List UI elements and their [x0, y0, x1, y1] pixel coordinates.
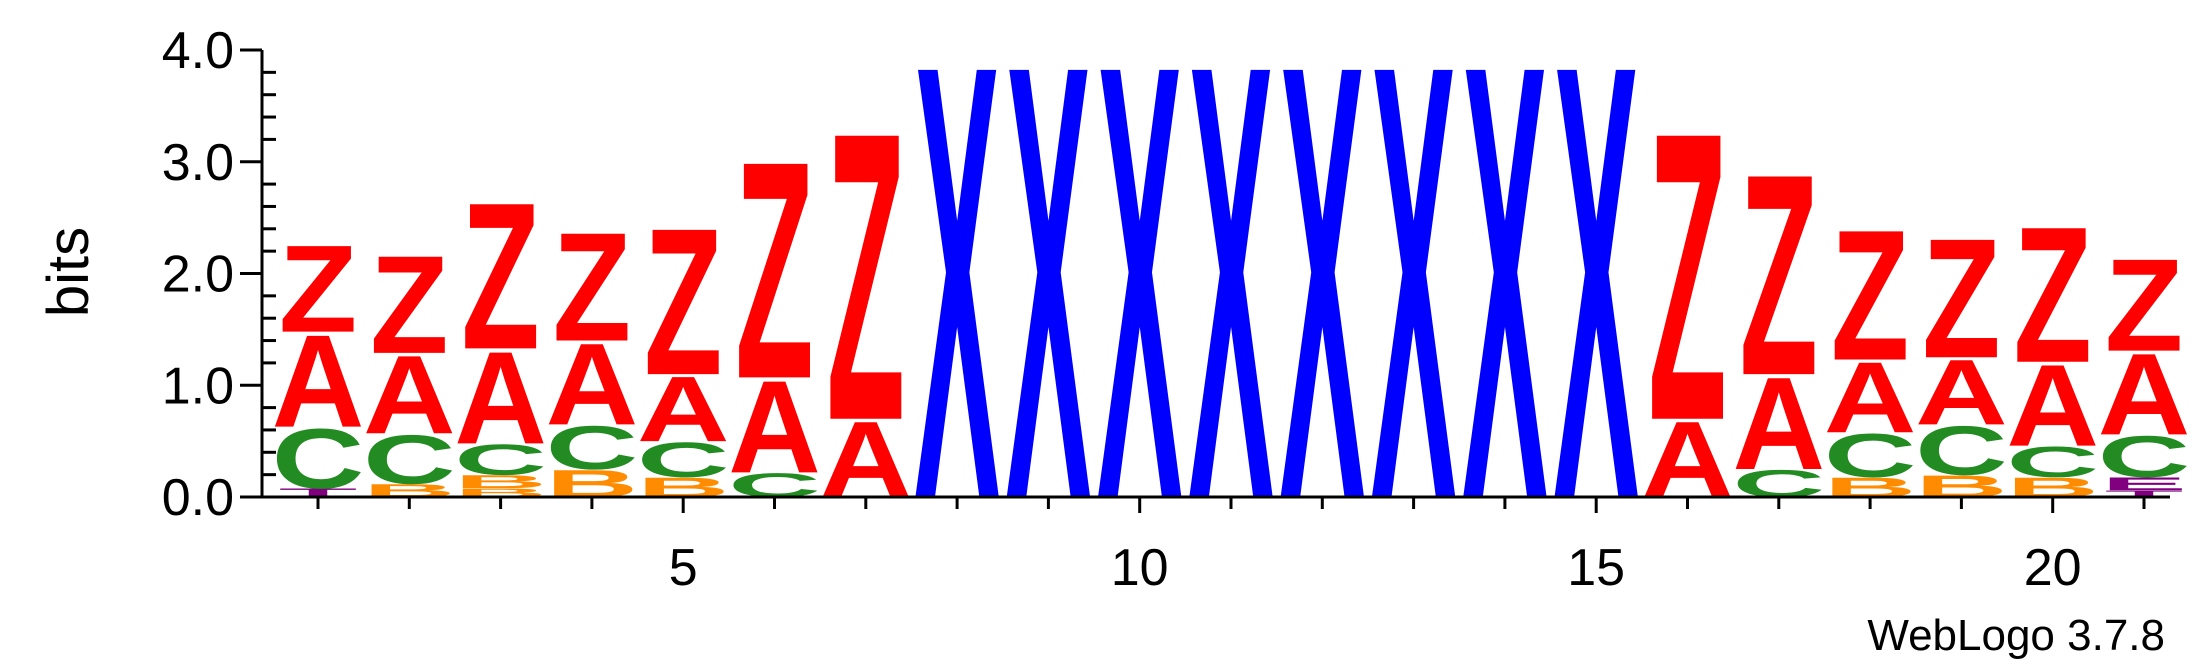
logo-letter-a: A	[1732, 349, 1825, 497]
logo-letter-z: Z	[370, 228, 448, 383]
y-axis-label: bits	[36, 227, 101, 317]
x-tick-label: 5	[669, 539, 698, 597]
logo-letter-a: A	[454, 324, 547, 472]
y-tick-label: 4.0	[162, 22, 234, 80]
x-ticks: 5 10 15 20	[316, 497, 2146, 597]
logo-letter-a: A	[637, 356, 730, 461]
logo-letter-a: A	[546, 319, 639, 449]
logo-letter-c: C	[1915, 411, 2008, 489]
logo-letter-x: X	[1462, 0, 1548, 629]
logo-letter-x: X	[1006, 0, 1092, 629]
logo-letter-e: E	[2101, 474, 2187, 495]
logo-letter-c: C	[1824, 421, 1917, 490]
logo-letter-x: X	[914, 0, 1000, 629]
logo-letter-z: Z	[1740, 116, 1818, 436]
logo-letter-z: Z	[735, 98, 813, 444]
logo-letter-z: Z	[827, 46, 905, 506]
logo-letter-x: X	[1553, 0, 1639, 629]
logo-letter-a: A	[363, 332, 456, 457]
logo-letter-z: Z	[461, 159, 539, 393]
weblogo-version: WebLogo 3.7.8	[1867, 611, 2165, 660]
y-tick-label: 2.0	[162, 246, 234, 304]
logo-letter-t: T	[2105, 489, 2183, 499]
x-tick-label: 15	[1567, 539, 1625, 597]
logo-letter-c: C	[637, 432, 730, 488]
logo-letter-c: C	[363, 420, 456, 498]
logo-letter-a: A	[1915, 340, 2008, 445]
y-tick-label: 3.0	[162, 134, 234, 192]
logo-letter-z: Z	[644, 185, 722, 419]
logo-letter-c: C	[2098, 424, 2191, 490]
logo-letter-b: B	[454, 471, 547, 492]
x-tick-label: 10	[1111, 539, 1169, 597]
y-tick-label: 0.0	[162, 469, 234, 527]
logo-letter-a: A	[1824, 341, 1917, 454]
logo-letter-c: C	[2006, 438, 2099, 487]
logo-letter-c: C	[272, 411, 365, 507]
logo-letter-z: Z	[1648, 46, 1726, 506]
logo-letter-x: X	[1279, 0, 1365, 629]
y-ticks: 0.0 1.0 2.0 3.0 4.0	[162, 22, 276, 527]
logo-letter-c: C	[546, 414, 639, 483]
logo-letter-a: A	[728, 353, 821, 501]
logo-letter-a: A	[272, 307, 365, 455]
logo-letter-a: A	[2006, 340, 2099, 470]
logo-letter-c: C	[454, 436, 547, 485]
logo-letter-z: Z	[553, 201, 631, 374]
logo-letter-x: X	[1097, 0, 1183, 629]
logo-letter-a: A	[2098, 329, 2191, 459]
logo-letter-z: Z	[2013, 186, 2091, 403]
logo-letter-z: Z	[2105, 231, 2183, 379]
y-tick-label: 1.0	[162, 357, 234, 415]
x-tick-label: 20	[2024, 539, 2082, 597]
logo-letter-z: Z	[1831, 191, 1909, 399]
logo-letter-z: Z	[279, 220, 357, 359]
logo-letter-z: Z	[1922, 204, 2000, 395]
logo-letter-x: X	[1371, 0, 1457, 629]
logo-letter-x: X	[1188, 0, 1274, 629]
